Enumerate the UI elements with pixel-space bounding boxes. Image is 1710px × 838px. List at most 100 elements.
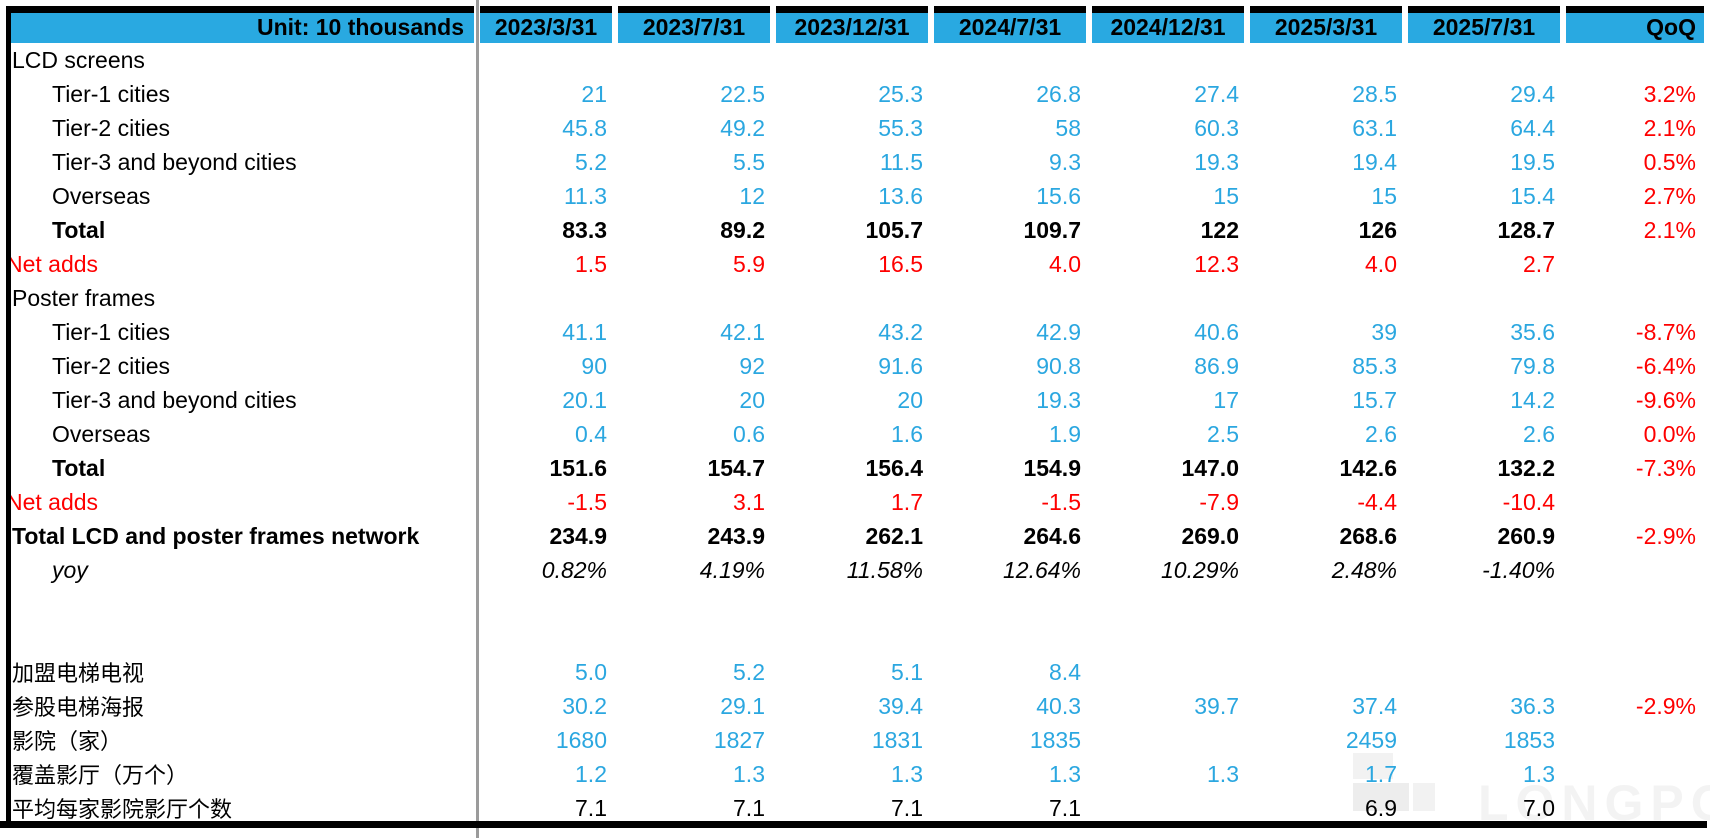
row-label: Tier-1 cities [52, 80, 170, 107]
column-header-label: 2024/12/31 [1092, 6, 1244, 43]
value-cell: 1831 [871, 726, 923, 753]
table-row: Tier-3 and beyond cities 5.2 5.5 11.5 9.3 19.… [6, 145, 1704, 179]
row-label: Tier-2 cities [52, 114, 170, 141]
value-cell: 15.7 [1352, 386, 1397, 413]
value-cell: 36.3 [1510, 692, 1555, 719]
value-cell: 1.2 [575, 760, 607, 787]
value-cell [1247, 43, 1405, 77]
value-cell: 1.3 [1523, 760, 1555, 787]
qoq-value-cell [1563, 723, 1704, 757]
unit-label: Unit: 10 thousands [6, 6, 474, 43]
value-cell: 12.3 [1194, 250, 1239, 277]
value-cell: 27.4 [1194, 80, 1239, 107]
table-body: LCD screens Tier-1 cities 21 22.5 25.3 26.8 27… [6, 43, 1704, 825]
value-cell: 85.3 [1352, 352, 1397, 379]
value-cell: 126 [1358, 216, 1397, 243]
column-header-label: 2025/7/31 [1408, 6, 1560, 43]
qoq-value-cell: -2.9% [1635, 692, 1696, 719]
value-cell: 5.2 [575, 148, 607, 175]
value-cell: 89.2 [720, 216, 765, 243]
date-column-header: 2024/12/31 [1089, 6, 1247, 43]
value-cell: 3.1 [733, 488, 765, 515]
value-cell: -10.4 [1502, 488, 1555, 515]
value-cell: 37.4 [1352, 692, 1397, 719]
row-label: yoy [52, 556, 88, 583]
value-cell: 2.5 [1207, 420, 1239, 447]
qoq-value-cell: -9.6% [1635, 386, 1696, 413]
value-cell: 0.6 [733, 420, 765, 447]
value-cell: 19.5 [1510, 148, 1555, 175]
qoq-value-cell [1563, 587, 1704, 621]
value-cell: 40.6 [1194, 318, 1239, 345]
value-cell: 11.5 [879, 148, 923, 175]
value-cell [1089, 723, 1247, 757]
value-cell [773, 587, 931, 621]
value-cell: 2.48% [1331, 556, 1397, 583]
value-cell [1089, 43, 1247, 77]
value-cell: 19.3 [1194, 148, 1239, 175]
value-cell: 147.0 [1181, 454, 1239, 481]
value-cell: 1.7 [1365, 760, 1397, 787]
value-cell [1089, 655, 1247, 689]
value-cell: 20.1 [562, 386, 607, 413]
row-label: Total LCD and poster frames network [12, 522, 420, 549]
label-column-divider [476, 0, 479, 838]
value-cell: 4.19% [699, 556, 765, 583]
qoq-column-header: QoQ [1563, 6, 1704, 43]
value-cell [1405, 43, 1563, 77]
value-cell: 5.1 [891, 658, 923, 685]
value-cell: 0.4 [575, 420, 607, 447]
column-header-label: QoQ [1566, 6, 1704, 43]
value-cell: 154.7 [707, 454, 765, 481]
column-header-label: 2023/12/31 [776, 6, 928, 43]
date-column-header: 2023/3/31 [477, 6, 615, 43]
value-cell: 11.58% [846, 556, 923, 583]
value-cell: 55.3 [878, 114, 923, 141]
table-row: yoy 0.82% 4.19% 11.58% 12.64% 10.29% 2.48% -1.4… [6, 553, 1704, 587]
value-cell: 25.3 [878, 80, 923, 107]
value-cell: 19.3 [1036, 386, 1081, 413]
qoq-value-cell: 2.7% [1643, 182, 1696, 209]
value-cell: 5.0 [575, 658, 607, 685]
table-row: Net adds 1.5 5.9 16.5 4.0 12.3 4.0 2.7 [6, 247, 1704, 281]
value-cell: 1827 [713, 726, 765, 753]
table-row [6, 587, 1704, 621]
value-cell: 1.3 [1207, 760, 1239, 787]
value-cell [1247, 281, 1405, 315]
value-cell: 14.2 [1510, 386, 1555, 413]
table-row: LCD screens [6, 43, 1704, 77]
table-row: 影院（家） 1680 1827 1831 1835 2459 1853 [6, 723, 1704, 757]
value-cell: 30.2 [562, 692, 607, 719]
value-cell: 12.64% [1002, 556, 1081, 583]
value-cell [477, 43, 615, 77]
value-cell: 243.9 [707, 522, 765, 549]
table-row: 平均每家影院影厅个数 7.1 7.1 7.1 7.1 6.9 7.0 [6, 791, 1704, 825]
value-cell: 40.3 [1036, 692, 1081, 719]
row-label: Overseas [52, 182, 151, 209]
value-cell: 2.6 [1523, 420, 1555, 447]
value-cell: 1.5 [575, 250, 607, 277]
value-cell: 1680 [555, 726, 607, 753]
table-row: Tier-1 cities 21 22.5 25.3 26.8 27.4 28.5 29.4 3… [6, 77, 1704, 111]
value-cell: 1.9 [1049, 420, 1081, 447]
value-cell: 9.3 [1049, 148, 1081, 175]
table-row: Tier-3 and beyond cities 20.1 20 20 19.3 17 15… [6, 383, 1704, 417]
qoq-value-cell: -2.9% [1635, 522, 1696, 549]
date-column-header: 2023/12/31 [773, 6, 931, 43]
value-cell: 49.2 [720, 114, 765, 141]
value-cell [1247, 587, 1405, 621]
value-cell: 42.9 [1036, 318, 1081, 345]
value-cell [615, 587, 773, 621]
value-cell: 268.6 [1339, 522, 1397, 549]
row-label: Poster frames [12, 284, 156, 311]
value-cell: 15 [1371, 182, 1397, 209]
value-cell: 1835 [1029, 726, 1081, 753]
row-label: Total [52, 454, 106, 481]
row-label: Total [52, 216, 106, 243]
row-label: LCD screens [12, 46, 145, 73]
row-label: 覆盖影厅（万个） [12, 763, 189, 788]
value-cell [1405, 621, 1563, 655]
qoq-value-cell [1563, 791, 1704, 825]
qoq-value-cell: -8.7% [1635, 318, 1696, 345]
value-cell: 269.0 [1181, 522, 1239, 549]
